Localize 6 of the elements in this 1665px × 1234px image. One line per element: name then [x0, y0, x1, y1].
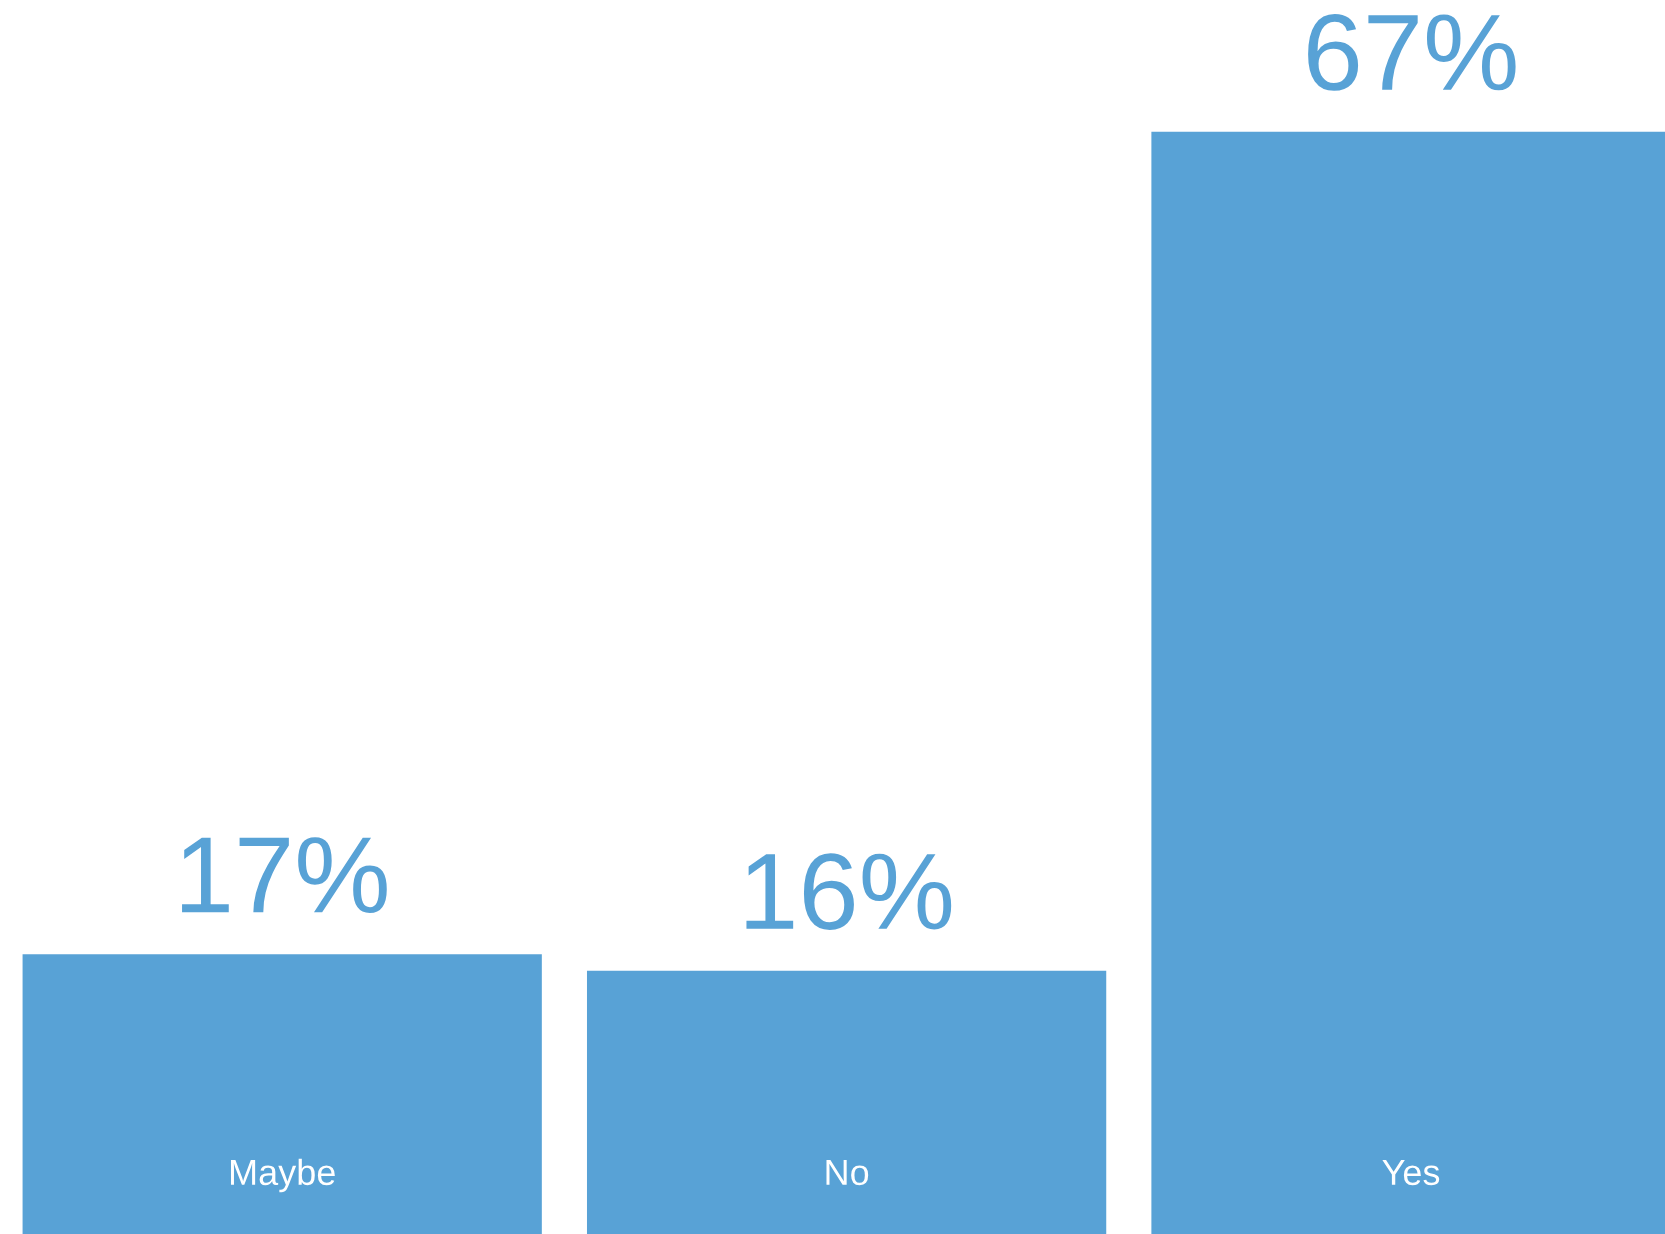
data-label: 67%: [1308, 14, 1516, 91]
x-tick-label: Yes: [1382, 1160, 1440, 1186]
x-tick-label: No: [826, 1160, 869, 1186]
x-tick-label: Maybe: [230, 1158, 335, 1193]
data-label: 16%: [746, 853, 952, 930]
data-label: 17%: [182, 837, 387, 914]
